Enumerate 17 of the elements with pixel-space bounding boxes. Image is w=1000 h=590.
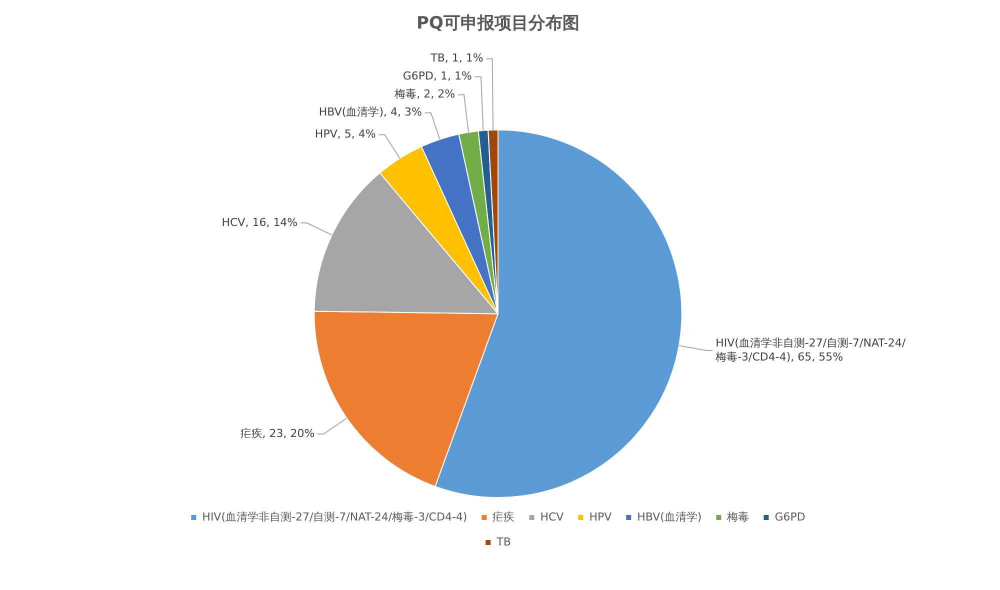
data-label: G6PD, 1, 1% — [402, 70, 472, 83]
legend-label: G6PD — [774, 510, 806, 524]
legend-label: HIV(血清学非自测-27/自测-7/NAT-24/梅毒-3/CD4-4) — [202, 510, 468, 524]
data-label: 梅毒, 2, 2% — [394, 88, 456, 101]
data-label: HIV(血清学非自测-27/自测-7/NAT-24/梅毒-3/CD4-4), 65, 55% — [714, 336, 906, 364]
legend-label: HBV(血清学) — [637, 510, 702, 524]
data-label: TB, 1, 1% — [430, 52, 484, 65]
legend-label: TB — [496, 535, 511, 548]
legend-label: HCV — [540, 510, 564, 524]
legend-label: 疟疾 — [492, 510, 515, 524]
data-label: HBV(血清学), 4, 3% — [318, 106, 422, 119]
legend-label: HPV — [589, 510, 612, 524]
legend-label: 梅毒 — [726, 510, 750, 524]
chart-title: PQ可申报项目分布图 — [416, 14, 580, 34]
data-label: 疟疾, 23, 20% — [240, 426, 315, 440]
data-label: HCV, 16, 14% — [222, 216, 298, 229]
data-label: HPV, 5, 4% — [314, 128, 376, 141]
